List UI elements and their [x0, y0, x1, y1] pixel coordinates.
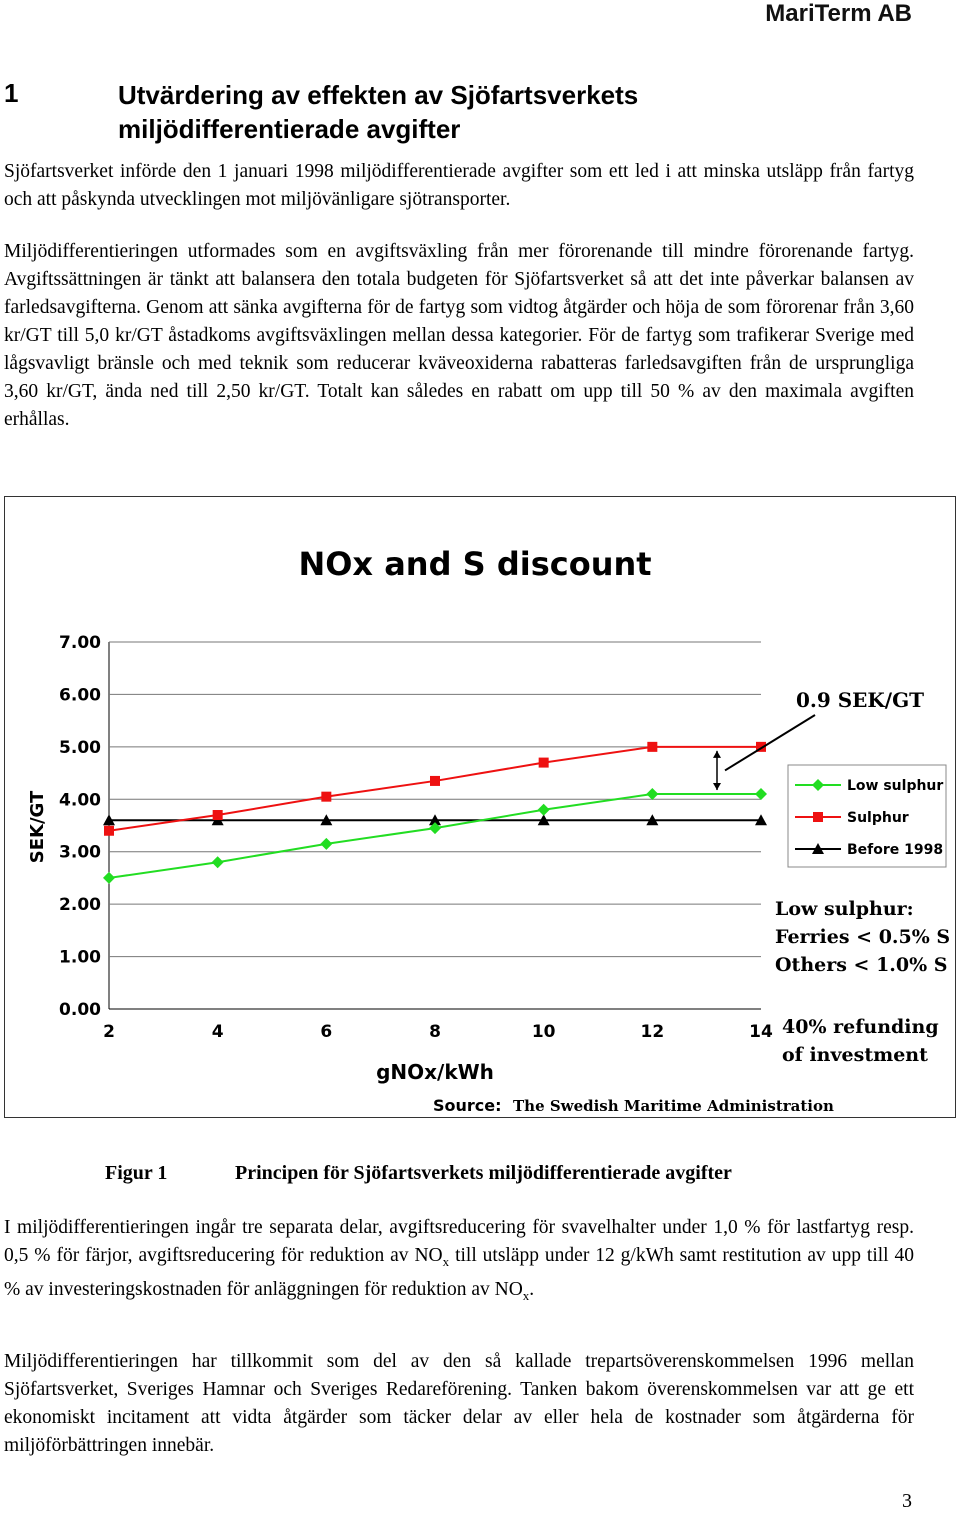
chart-series	[103, 741, 767, 884]
x-tick-label: 4	[212, 1022, 224, 1042]
company-header: MariTerm AB	[765, 0, 912, 27]
y-tick-label: 1.00	[59, 948, 101, 968]
paragraph-2-text: Miljödifferentieringen utformades som en…	[4, 241, 914, 430]
source-text: The Swedish Maritime Administration	[513, 1097, 834, 1115]
chart-canvas: NOx and S discount 0.00 1.00 2.00 3.00 4.00 5…	[27, 545, 950, 1115]
y-tick-label: 4.00	[59, 790, 101, 810]
note-refund-line2: of investment	[782, 1044, 928, 1066]
point-low-sulphur	[429, 822, 441, 835]
note-ferries: Ferries < 0.5% S	[775, 926, 950, 948]
point-before-1998	[537, 814, 550, 826]
y-tick-label: 0.00	[59, 1000, 101, 1020]
paragraph-agreement: Miljödifferentieringen har tillkommit so…	[4, 1348, 914, 1460]
figure-caption: Principen för Sjöfartsverkets miljödiffe…	[235, 1162, 732, 1184]
note-refund-line1: 40% refunding	[782, 1016, 939, 1038]
point-low-sulphur	[320, 837, 333, 850]
paragraph-intro: Sjöfartsverket införde den 1 januari 199…	[4, 158, 914, 214]
x-tick-label: 2	[103, 1022, 115, 1042]
point-before-1998	[646, 814, 659, 826]
x-tick-labels: 2 4 6 8 10 12 14	[103, 1022, 773, 1042]
x-tick-label: 14	[749, 1022, 773, 1042]
point-before-1998	[755, 814, 767, 826]
paragraph-1-text: Sjöfartsverket införde den 1 januari 199…	[4, 161, 914, 210]
legend-label-low-sulphur: Low sulphur	[847, 778, 943, 794]
point-low-sulphur	[755, 788, 767, 801]
gap-label: 0.9 SEK/GT	[796, 688, 924, 712]
x-tick-label: 12	[640, 1022, 664, 1042]
point-sulphur	[104, 825, 114, 836]
legend-label-sulphur: Sulphur	[847, 810, 909, 826]
gap-annotation: 0.9 SEK/GT	[716, 688, 924, 791]
nox-s-discount-chart: NOx and S discount 0.00 1.00 2.00 3.00 4.00 5…	[4, 496, 956, 1118]
point-sulphur	[321, 791, 332, 802]
chart-notes: Low sulphur: Ferries < 0.5% S Others < 1…	[775, 898, 950, 1066]
nox-subscript-2: x	[522, 1287, 530, 1303]
paragraph-4-text: Miljödifferentieringen har tillkommit so…	[4, 1351, 914, 1456]
x-tick-label: 10	[532, 1022, 556, 1042]
point-before-1998	[320, 814, 333, 826]
y-tick-label: 7.00	[59, 633, 101, 653]
point-sulphur	[430, 775, 440, 786]
x-tick-label: 6	[320, 1022, 332, 1042]
x-tick-label: 8	[429, 1022, 441, 1042]
y-tick-label: 6.00	[59, 685, 101, 705]
legend-marker-low-sulphur	[812, 779, 824, 791]
gap-pointer-line	[724, 714, 816, 772]
point-sulphur	[538, 757, 549, 768]
paragraph-components: I miljödifferentieringen ingår tre separ…	[4, 1214, 914, 1310]
point-low-sulphur	[103, 871, 115, 884]
chart-grid	[108, 641, 761, 1010]
source-label: Source:	[433, 1096, 502, 1115]
point-sulphur	[647, 741, 658, 752]
point-sulphur	[212, 810, 223, 821]
y-tick-labels: 0.00 1.00 2.00 3.00 4.00 5.00 6.00 7.00	[59, 633, 101, 1020]
paragraph-3-part-c: .	[529, 1278, 535, 1300]
chart-legend: Low sulphur Sulphur Before 1998	[787, 764, 947, 868]
paragraph-3-part-a: I miljödifferentieringen ingår tre separ…	[4, 1217, 914, 1266]
y-axis-label: SEK/GT	[27, 790, 48, 863]
section-number: 1	[4, 78, 19, 108]
paragraph-3-text: I miljödifferentieringen ingår tre separ…	[4, 1214, 914, 1310]
y-tick-label: 5.00	[59, 738, 101, 758]
point-low-sulphur	[211, 856, 224, 869]
legend-label-before-1998: Before 1998	[847, 842, 943, 858]
section-title: Utvärdering av effekten av Sjöfartsverke…	[118, 80, 639, 144]
legend-marker-before-1998	[812, 843, 824, 854]
note-others: Others < 1.0% S	[775, 954, 948, 976]
series-line-low-sulphur	[108, 793, 761, 879]
paragraph-differentiation: Miljödifferentieringen utformades som en…	[4, 238, 914, 434]
point-sulphur	[756, 741, 766, 752]
point-before-1998	[103, 814, 115, 826]
legend-marker-sulphur	[813, 812, 823, 822]
note-low-sulphur-title: Low sulphur:	[775, 898, 914, 920]
legend-items: Low sulphur Sulphur Before 1998	[795, 778, 943, 858]
y-tick-label: 3.00	[59, 843, 101, 863]
paragraph-3-part-b: till utsläpp under 12 g/kWh samt restitu…	[4, 1245, 915, 1300]
page-number: 3	[902, 1490, 912, 1512]
figure-label: Figur 1	[105, 1162, 168, 1184]
chart-title: NOx and S discount	[298, 545, 651, 583]
point-low-sulphur	[537, 803, 550, 816]
y-tick-label: 2.00	[59, 895, 101, 915]
x-axis-label: gNOx/kWh	[376, 1060, 494, 1084]
point-low-sulphur	[646, 788, 659, 801]
point-before-1998	[429, 814, 441, 826]
nox-subscript-1: x	[442, 1253, 450, 1269]
